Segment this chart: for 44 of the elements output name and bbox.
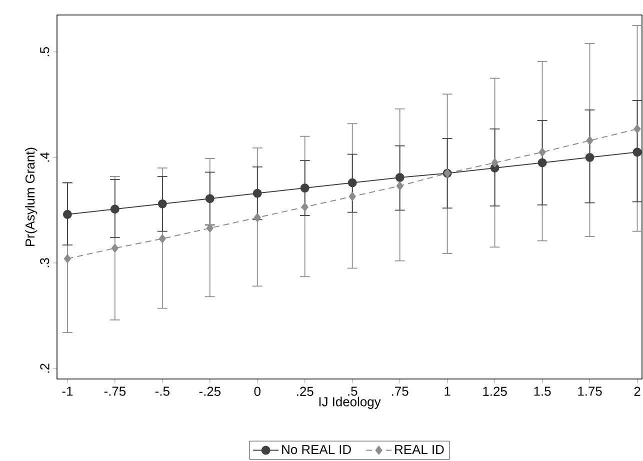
x-tick-label: 1 xyxy=(444,386,450,396)
point xyxy=(252,188,262,198)
point xyxy=(538,148,546,157)
y-tick-label: .2 xyxy=(40,364,50,373)
point xyxy=(111,244,118,253)
point xyxy=(300,184,310,193)
legend-label: No REAL ID xyxy=(282,445,351,454)
point xyxy=(632,148,642,157)
y-axis-title: Pr(Asylum Grant) xyxy=(25,148,38,246)
x-tick-label: 2 xyxy=(634,386,640,396)
point xyxy=(538,158,547,168)
x-tick-label: -.5 xyxy=(155,386,170,396)
x-tick-label: 1.5 xyxy=(534,386,551,396)
point xyxy=(62,210,72,219)
point xyxy=(301,202,308,212)
x-tick-label: 1.25 xyxy=(483,386,507,396)
x-tick-label: 1.75 xyxy=(578,386,602,396)
x-tick-label: .75 xyxy=(392,386,408,396)
point xyxy=(254,213,261,222)
point xyxy=(348,178,357,188)
x-tick-label: 0 xyxy=(254,386,260,396)
y-tick-label: .4 xyxy=(40,152,50,162)
point xyxy=(586,136,594,146)
x-tick-label: -1 xyxy=(62,386,73,396)
point xyxy=(491,158,498,168)
y-tick-label: .5 xyxy=(40,47,50,56)
point xyxy=(634,124,641,134)
point xyxy=(205,194,214,204)
point xyxy=(206,224,214,233)
point xyxy=(348,192,356,201)
point xyxy=(585,152,594,162)
point xyxy=(158,199,167,208)
y-tick-label: .3 xyxy=(40,258,50,268)
x-axis-title: IJ Ideology xyxy=(319,396,381,409)
legend-label: REAL ID xyxy=(395,445,444,454)
point xyxy=(110,204,120,214)
x-tick-label: -.75 xyxy=(104,386,126,396)
point xyxy=(158,234,166,244)
x-tick-label: .5 xyxy=(348,386,358,396)
point xyxy=(64,254,71,264)
x-tick-label: -.25 xyxy=(199,386,221,396)
point xyxy=(396,181,404,190)
x-tick-label: .25 xyxy=(297,386,314,396)
point xyxy=(395,172,404,182)
